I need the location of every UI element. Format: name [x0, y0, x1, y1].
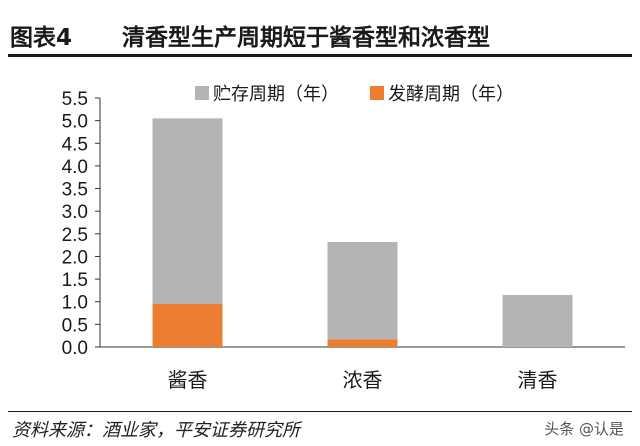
y-tick-label: 4.0 — [62, 157, 88, 178]
y-tick-label: 0.5 — [62, 315, 88, 336]
bar-segment — [152, 303, 223, 347]
figure-title: 清香型生产周期短于酱香型和浓香型 — [122, 25, 490, 51]
bar-segment — [327, 241, 398, 340]
bars — [152, 118, 573, 347]
bar-segment — [152, 118, 223, 304]
stacked-bar-chart: 0.00.51.01.52.02.53.03.54.04.55.05.5 酱香 浓… — [62, 84, 625, 392]
legend-swatch — [370, 86, 384, 100]
figure-label: 图表4 — [10, 25, 73, 51]
y-tick-label: 3.0 — [62, 202, 88, 223]
bar-segment — [327, 339, 398, 347]
watermark: 头条 @认是 — [544, 420, 624, 438]
legend-label: 贮存周期（年） — [213, 84, 339, 105]
figure-header: 图表4 清香型生产周期短于酱香型和浓香型 — [0, 0, 640, 58]
y-tick-label: 0.0 — [62, 338, 88, 359]
x-tick-label: 浓香 — [343, 368, 383, 392]
bar-segment — [502, 294, 573, 347]
source-note: 资料来源：酒业家，平安证券研究所 — [12, 420, 300, 441]
x-tick-label: 清香 — [518, 368, 558, 392]
footer-rule — [8, 411, 632, 412]
y-tick-label: 4.5 — [62, 134, 88, 155]
x-axis: 酱香 浓香 清香 — [100, 346, 625, 392]
header-rule — [8, 54, 632, 57]
legend-label: 发酵周期（年） — [388, 84, 514, 105]
y-axis: 0.00.51.01.52.02.53.03.54.04.55.05.5 — [62, 89, 101, 359]
y-tick-label: 2.0 — [62, 247, 88, 268]
y-tick-label: 1.0 — [62, 293, 88, 314]
legend-swatch — [195, 86, 209, 100]
y-tick-label: 1.5 — [62, 270, 88, 291]
y-tick-label: 5.5 — [62, 89, 88, 110]
y-tick-label: 2.5 — [62, 225, 88, 246]
legend: 贮存周期（年） 发酵周期（年） — [195, 84, 514, 105]
y-tick-label: 5.0 — [62, 112, 88, 133]
y-tick-label: 3.5 — [62, 180, 88, 201]
x-tick-label: 酱香 — [168, 368, 208, 392]
